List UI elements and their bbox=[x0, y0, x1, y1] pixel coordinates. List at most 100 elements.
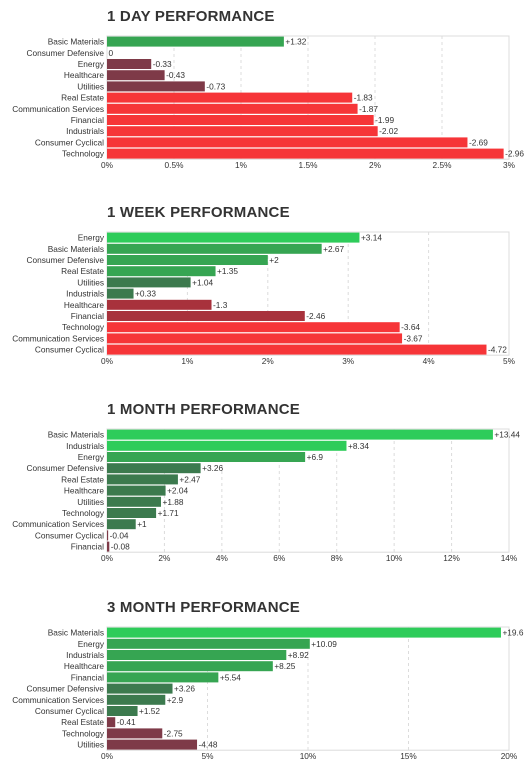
data-label: -2.69 bbox=[469, 137, 488, 147]
data-label: +5.54 bbox=[220, 672, 241, 682]
bar bbox=[107, 508, 157, 518]
category-label: Energy bbox=[78, 452, 105, 462]
category-label: Consumer Cyclical bbox=[35, 530, 104, 540]
bar bbox=[107, 148, 504, 159]
data-label: +10.09 bbox=[311, 639, 337, 649]
data-label: +1.32 bbox=[285, 37, 306, 47]
category-label: Financial bbox=[71, 542, 104, 552]
bar bbox=[107, 650, 287, 660]
category-label: Real Estate bbox=[61, 717, 104, 727]
data-label: +2 bbox=[269, 255, 279, 265]
data-label: -1.87 bbox=[359, 104, 378, 114]
data-label: +8.25 bbox=[274, 661, 295, 671]
chart-1-day: Basic Materials +1.32 Consumer Defensive 0E… bbox=[12, 35, 524, 170]
category-label: Communication Services bbox=[12, 695, 104, 705]
tick-label: 4% bbox=[216, 553, 229, 563]
data-label: -0.04 bbox=[110, 530, 129, 540]
data-label: -1.83 bbox=[354, 93, 373, 103]
data-label: -2.02 bbox=[379, 126, 398, 136]
data-label: -0.33 bbox=[153, 59, 172, 69]
category-label: Technology bbox=[62, 508, 105, 518]
chart-3-month: Basic Materials +19.6 Energy +10.09 Industri… bbox=[12, 626, 524, 761]
category-label: Healthcare bbox=[64, 486, 105, 496]
data-label: -0.41 bbox=[117, 717, 136, 727]
bar bbox=[107, 299, 212, 310]
bar bbox=[107, 103, 358, 114]
category-label: Technology bbox=[62, 728, 105, 738]
chart-1-month: Basic Materials +13.44 Industrials +8.34 Ene… bbox=[12, 428, 520, 563]
bar bbox=[107, 541, 110, 552]
category-label: Consumer Defensive bbox=[27, 684, 105, 694]
bar bbox=[107, 243, 322, 254]
category-label: Industrials bbox=[66, 289, 104, 299]
bar bbox=[107, 474, 178, 485]
category-label: Communication Services bbox=[12, 519, 104, 529]
tick-label: 4% bbox=[423, 356, 436, 366]
bar bbox=[107, 115, 374, 125]
bar bbox=[107, 277, 191, 288]
data-label: +1.52 bbox=[139, 706, 160, 716]
category-label: Healthcare bbox=[64, 70, 105, 80]
bar bbox=[107, 70, 165, 81]
tick-label: 1.5% bbox=[299, 160, 319, 170]
bar bbox=[107, 638, 310, 649]
category-label: Utilities bbox=[77, 740, 104, 750]
data-label: -0.73 bbox=[206, 81, 225, 91]
data-label: +13.44 bbox=[494, 430, 520, 440]
chart-title: 3 MONTH PERFORMANCE bbox=[107, 599, 300, 616]
tick-label: 0% bbox=[101, 751, 114, 761]
category-label: Financial bbox=[71, 672, 104, 682]
bar bbox=[107, 322, 400, 333]
data-label: -4.48 bbox=[199, 740, 218, 750]
tick-label: 15% bbox=[400, 751, 417, 761]
bar bbox=[107, 496, 161, 507]
data-label: -4.72 bbox=[488, 345, 507, 355]
category-label: Consumer Defensive bbox=[27, 48, 105, 58]
bar bbox=[107, 440, 347, 451]
category-label: Energy bbox=[78, 59, 105, 69]
tick-label: 1% bbox=[235, 160, 248, 170]
chart-title: 1 DAY PERFORMANCE bbox=[107, 8, 275, 25]
bar bbox=[107, 126, 378, 137]
bar bbox=[107, 59, 152, 69]
tick-label: 3% bbox=[342, 356, 355, 366]
category-label: Technology bbox=[62, 149, 105, 159]
tick-label: 5% bbox=[202, 751, 215, 761]
category-label: Basic Materials bbox=[48, 244, 104, 254]
category-label: Utilities bbox=[77, 497, 104, 507]
bar bbox=[107, 706, 138, 716]
tick-label: 5% bbox=[503, 356, 516, 366]
chart-title: 1 WEEK PERFORMANCE bbox=[107, 204, 290, 221]
bar bbox=[107, 92, 353, 103]
category-label: Communication Services bbox=[12, 104, 104, 114]
bar bbox=[107, 728, 163, 739]
category-label: Industrials bbox=[66, 650, 104, 660]
bar bbox=[107, 672, 219, 683]
data-label: +3.14 bbox=[361, 233, 382, 243]
tick-label: 2% bbox=[158, 553, 171, 563]
data-label: +8.34 bbox=[348, 441, 369, 451]
data-label: +3.26 bbox=[174, 684, 195, 694]
category-label: Financial bbox=[71, 115, 104, 125]
tick-label: 8% bbox=[331, 553, 344, 563]
data-label: +1.71 bbox=[158, 508, 179, 518]
tick-label: 10% bbox=[300, 751, 317, 761]
bar bbox=[107, 36, 284, 47]
data-label: +1 bbox=[137, 519, 147, 529]
bar bbox=[107, 137, 468, 148]
bar bbox=[107, 485, 166, 496]
bar bbox=[107, 255, 268, 265]
bar bbox=[107, 452, 306, 462]
tick-label: 0% bbox=[101, 160, 114, 170]
data-label: -2.46 bbox=[306, 311, 325, 321]
data-label: -1.3 bbox=[213, 300, 228, 310]
category-label: Consumer Cyclical bbox=[35, 345, 104, 355]
bar bbox=[107, 266, 216, 277]
category-label: Communication Services bbox=[12, 333, 104, 343]
category-label: Real Estate bbox=[61, 93, 104, 103]
data-label: +6.9 bbox=[307, 452, 324, 462]
bar bbox=[107, 717, 116, 728]
bar bbox=[107, 311, 305, 321]
chart-1-week: Energy +3.14 Basic Materials +2.67 Consumer … bbox=[12, 231, 516, 366]
bar bbox=[107, 429, 493, 440]
